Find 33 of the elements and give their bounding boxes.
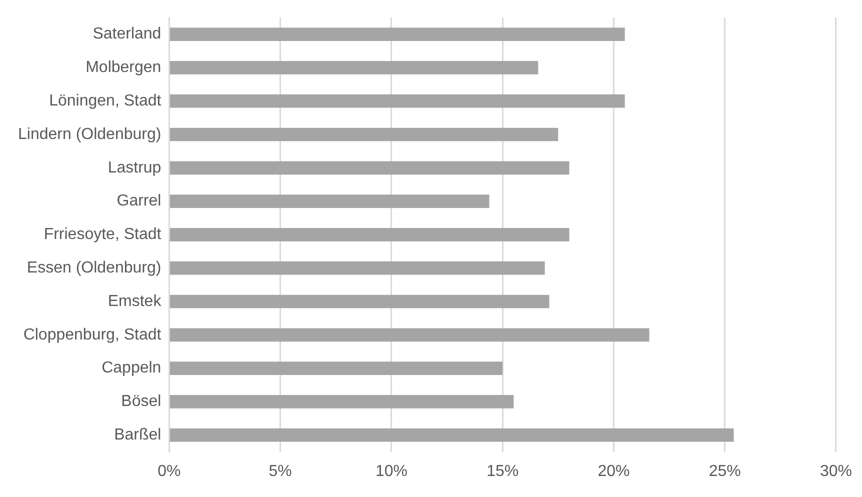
y-tick-label: Lindern (Oldenburg) bbox=[18, 126, 162, 143]
y-tick-label: Barßel bbox=[114, 426, 162, 444]
bar bbox=[170, 194, 490, 208]
bar bbox=[170, 328, 650, 342]
bar bbox=[170, 161, 570, 175]
x-tick-label: 5% bbox=[268, 462, 292, 480]
bar bbox=[170, 362, 503, 375]
bar bbox=[170, 428, 734, 442]
bar bbox=[170, 128, 558, 142]
x-tick-label: 15% bbox=[486, 462, 519, 480]
x-tick-label: 20% bbox=[598, 462, 630, 480]
y-tick-label: Cappeln bbox=[102, 360, 162, 377]
y-tick-label: Löningen, Stadt bbox=[49, 92, 162, 110]
x-tick-label: 25% bbox=[708, 462, 741, 480]
bar bbox=[170, 94, 625, 108]
y-tick-label: Bösel bbox=[121, 393, 162, 410]
y-tick-label: Essen (Oldenburg) bbox=[26, 260, 162, 277]
bar bbox=[170, 294, 550, 308]
x-tick-label: 10% bbox=[375, 462, 408, 480]
y-tick-label: Garrel bbox=[116, 192, 162, 210]
y-tick-label: Frriesoyte, Stadt bbox=[44, 226, 162, 244]
y-tick-label: Cloppenburg, Stadt bbox=[23, 326, 162, 344]
bar bbox=[170, 228, 570, 242]
x-tick-label: 0% bbox=[158, 462, 181, 480]
bar bbox=[170, 61, 538, 74]
y-tick-label: Molbergen bbox=[86, 59, 162, 76]
y-tick-label: Saterland bbox=[92, 26, 162, 43]
bar bbox=[170, 395, 514, 408]
x-tick-label: 30% bbox=[820, 462, 852, 480]
bar bbox=[170, 28, 625, 41]
y-tick-label: Emstek bbox=[108, 292, 162, 310]
bar bbox=[170, 261, 545, 275]
y-tick-label: Lastrup bbox=[108, 159, 162, 176]
